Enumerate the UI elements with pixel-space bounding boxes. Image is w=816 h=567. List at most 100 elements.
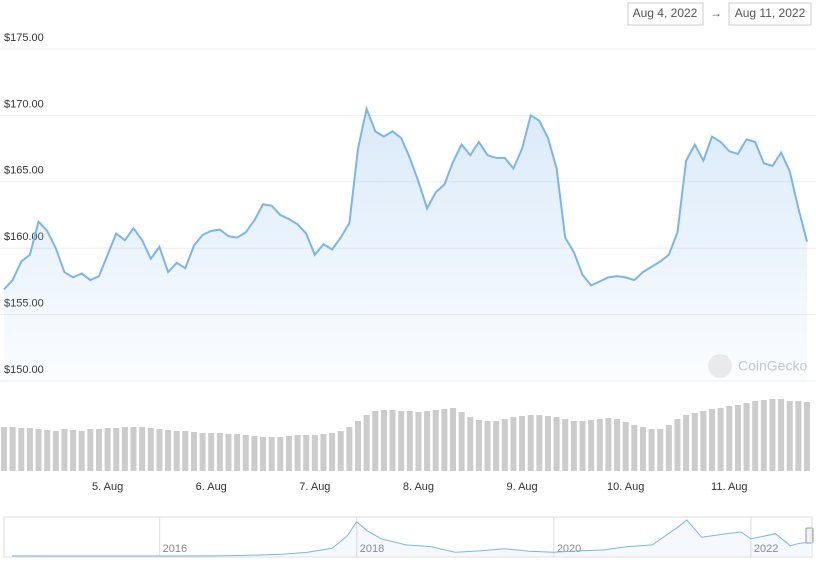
x-tick-label: 9. Aug [506, 481, 537, 493]
navigator-line [11, 519, 811, 557]
volume-bar [78, 431, 85, 471]
volume-bar [588, 420, 595, 471]
volume-bar [329, 433, 336, 471]
date-from[interactable]: Aug 4, 2022 [633, 6, 698, 20]
volume-bar [139, 427, 146, 471]
volume-bar [415, 412, 422, 471]
volume-bar [639, 427, 646, 471]
price-area [4, 108, 807, 382]
navigator-area [11, 520, 811, 556]
x-tick-label: 10. Aug [607, 481, 644, 493]
volume-bar [303, 435, 310, 471]
volume-bar [268, 437, 275, 471]
volume-bar [795, 401, 802, 471]
volume-bar [769, 399, 776, 471]
volume-bar [743, 403, 750, 471]
volume-bar [26, 428, 33, 471]
volume-bar [570, 421, 577, 471]
volume-bar [147, 428, 154, 471]
volume-bar [657, 429, 664, 471]
y-tick-label: $165.00 [4, 165, 44, 177]
volume-bar [121, 427, 128, 471]
volume-bar [294, 435, 301, 471]
navigator-tick-label: 2022 [754, 543, 778, 555]
volume-bar [355, 421, 362, 471]
volume-bar [449, 408, 456, 471]
volume-bar [199, 433, 206, 471]
volume-bar [363, 415, 370, 471]
volume-bar [752, 401, 759, 471]
volume-bar [61, 429, 68, 471]
volume-bar [225, 434, 232, 471]
volume-bar [173, 431, 180, 471]
volume-bar [18, 428, 25, 471]
date-to[interactable]: Aug 11, 2022 [735, 6, 806, 20]
volume-bar [320, 434, 327, 471]
volume-bar [156, 429, 163, 471]
volume-bar [113, 428, 120, 471]
volume-bar [622, 422, 629, 471]
volume-bar [130, 427, 137, 471]
volume-bar [406, 411, 413, 471]
volume-bar [691, 413, 698, 471]
volume-bar [277, 437, 284, 471]
date-from-box[interactable] [627, 2, 704, 26]
volume-bar [9, 427, 16, 471]
volume-bar [87, 429, 94, 471]
date-separator: → [710, 6, 722, 20]
volume-bar [778, 399, 785, 471]
volume-bar [726, 406, 733, 471]
volume-bar [372, 411, 379, 471]
volume-bar [683, 415, 690, 471]
volume-bar [553, 417, 560, 471]
x-tick-label: 6. Aug [196, 481, 227, 493]
date-to-box[interactable] [728, 2, 812, 26]
volume-bar [648, 429, 655, 471]
watermark-text: CoinGecko [738, 358, 807, 374]
volume-bar [709, 409, 716, 471]
navigator-frame [3, 516, 813, 558]
volume-bar [251, 436, 258, 471]
volume-bar [562, 419, 569, 471]
volume-bar [285, 436, 292, 471]
volume-bar [536, 415, 543, 471]
navigator-tick-label: 2016 [163, 543, 187, 555]
volume-bar [398, 411, 405, 471]
navigator-handle[interactable] [805, 527, 814, 544]
volume-bar [208, 433, 215, 471]
y-tick-label: $175.00 [4, 32, 44, 44]
volume-bar [717, 408, 724, 471]
volume-bar [700, 411, 707, 471]
volume-bar [234, 434, 241, 471]
watermark-logo [708, 354, 732, 378]
volume-bar [510, 417, 517, 471]
volume-bar [104, 428, 111, 471]
volume-bar [760, 400, 767, 471]
volume-bar [527, 415, 534, 471]
watermark: CoinGecko [708, 354, 807, 378]
volume-bar [260, 437, 267, 471]
volume-bar [544, 416, 551, 471]
volume-bar [1, 427, 7, 471]
volume-bar [70, 430, 77, 471]
volume-bar [389, 410, 396, 471]
volume-bar [441, 409, 448, 471]
volume-bar [804, 402, 810, 471]
volume-bar [52, 431, 59, 471]
x-tick-label: 5. Aug [92, 481, 123, 493]
volume-bar [311, 435, 318, 471]
navigator-tick-label: 2018 [360, 543, 384, 555]
volume-bar [579, 421, 586, 471]
volume-bar [467, 417, 474, 471]
volume-bar [44, 430, 51, 471]
volume-bar [346, 427, 353, 471]
volume-bar [674, 419, 681, 471]
volume-bar [165, 430, 172, 471]
volume-bar [190, 432, 197, 471]
x-tick-label: 7. Aug [299, 481, 330, 493]
volume-bar [95, 429, 102, 471]
volume-bar [182, 431, 189, 471]
volume-bar [432, 410, 439, 471]
volume-bar [475, 420, 482, 471]
